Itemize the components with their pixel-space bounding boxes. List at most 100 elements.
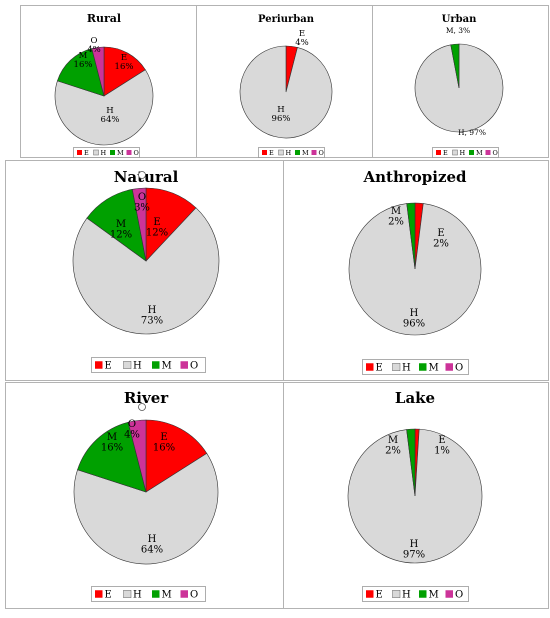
slice-label-E-line: E <box>299 29 305 39</box>
legend-label-O: O <box>319 149 324 157</box>
legend-box <box>362 586 469 602</box>
legend-label-O: O <box>134 149 139 157</box>
pie-slice-O <box>131 187 147 262</box>
chart-title: River <box>124 389 169 407</box>
slice-label-E: E 12% <box>146 217 168 239</box>
pie-slice-H <box>239 45 333 139</box>
chart-title: Urban <box>442 14 477 25</box>
legend-label-M: M <box>162 590 172 601</box>
slice-label-E-line: E <box>438 435 445 446</box>
legend-label-H: H <box>402 590 411 601</box>
slice-label-M-line: M, 3% <box>446 26 470 35</box>
legend-swatch-M <box>152 361 160 369</box>
legend-swatch-H <box>278 149 284 156</box>
legend-box <box>258 147 325 158</box>
slice-label-M-line: M <box>79 51 88 61</box>
slice-label-H-line: H <box>148 534 157 545</box>
legend-swatch-M <box>419 590 427 598</box>
slice-label-H-line: 96% <box>403 319 425 330</box>
pie-slice-H <box>72 207 220 335</box>
legend-label-M: M <box>302 149 309 157</box>
pie-slice-E <box>103 46 146 97</box>
legend-label-M: M <box>476 149 483 157</box>
slice-label-E-line: 4% <box>295 38 309 48</box>
slice-label-E: E 16% <box>153 432 175 454</box>
legend-swatch-E <box>262 150 267 155</box>
legend-swatch-M <box>419 363 427 371</box>
slice-label-O: O 4% <box>124 419 140 441</box>
slice-label-E-line: E <box>160 432 167 443</box>
legend-box <box>362 359 469 375</box>
legend-box <box>91 357 206 373</box>
legend-label-O: O <box>455 363 463 374</box>
slice-label-O-line: 4% <box>124 430 140 441</box>
slice-label-H-line: 73% <box>141 316 163 327</box>
pie-slice-H <box>54 69 154 146</box>
legend-label-H: H <box>101 149 107 157</box>
legend-swatch-O <box>445 590 453 598</box>
pie-slice-M <box>450 43 460 89</box>
pie-slice-M <box>406 202 416 270</box>
pie-slice-M <box>57 48 105 97</box>
legend-swatch-O <box>126 150 132 155</box>
slice-label-E-line: E <box>121 53 127 63</box>
slice-label-M-line: 2% <box>385 446 401 457</box>
legend-swatch-E <box>77 150 82 155</box>
slice-label-O: O 4% <box>87 36 101 55</box>
legend-swatch-O <box>180 590 188 598</box>
slice-label-E-line: E <box>153 217 160 228</box>
slice-label-E: E 1% <box>434 435 450 457</box>
slice-label-H-line: H <box>410 539 419 550</box>
slice-label-E: E 2% <box>433 228 449 250</box>
legend-swatch-H <box>123 361 132 369</box>
legend-label-M: M <box>429 590 439 601</box>
legend-swatch-H <box>93 149 99 156</box>
slice-label-O: O 3% <box>134 192 150 214</box>
slice-label-H: H 97% <box>403 539 425 561</box>
chart-title: Anthropized <box>362 168 467 186</box>
slice-label-M: M 2% <box>388 206 404 228</box>
legend-box <box>73 147 140 158</box>
slice-label-E-line: E <box>437 228 444 239</box>
slice-label-M-line: 16% <box>74 60 93 70</box>
slice-label-E-line: 12% <box>146 228 168 239</box>
legend-label-H: H <box>133 361 142 372</box>
slice-label-E-line: 16% <box>115 62 134 72</box>
legend-swatch-M <box>295 150 300 155</box>
slice-label-H: H 73% <box>141 305 163 327</box>
slice-label-H: H 96% <box>403 308 425 330</box>
slice-label-H-line: H <box>277 105 284 115</box>
legend-label-O: O <box>190 361 198 372</box>
slice-label-M-line: M <box>391 206 401 217</box>
legend-swatch-E <box>436 150 441 155</box>
slice-label-O-line: O <box>138 192 146 203</box>
legend-swatch-E <box>366 363 374 371</box>
slice-label-M-line: 12% <box>110 230 132 241</box>
pie-slice-M <box>406 428 416 497</box>
legend-label-H: H <box>402 363 411 374</box>
legend-label-E: E <box>376 590 383 601</box>
slice-label-H: H 64% <box>141 534 163 556</box>
slice-label-M-line: 2% <box>388 217 404 228</box>
legend-label-O: O <box>493 149 498 157</box>
chart-title: Periurban <box>258 14 315 25</box>
legend-label-O: O <box>190 590 198 601</box>
slice-label-M-line: 16% <box>101 443 123 454</box>
legend-label-E: E <box>376 363 383 374</box>
legend-label-H: H <box>460 149 466 157</box>
legend-box <box>91 586 206 602</box>
slice-label-M: M 16% <box>74 51 93 70</box>
pie-slice-H <box>73 453 219 565</box>
slice-label-M: M 2% <box>385 435 401 457</box>
slice-label-E-line: 2% <box>433 239 449 250</box>
slice-label-H-line: 96% <box>272 114 291 124</box>
legend-swatch-O <box>180 361 188 369</box>
slice-label-O-line: O <box>91 36 98 46</box>
slice-label-O-line: 3% <box>134 203 150 214</box>
